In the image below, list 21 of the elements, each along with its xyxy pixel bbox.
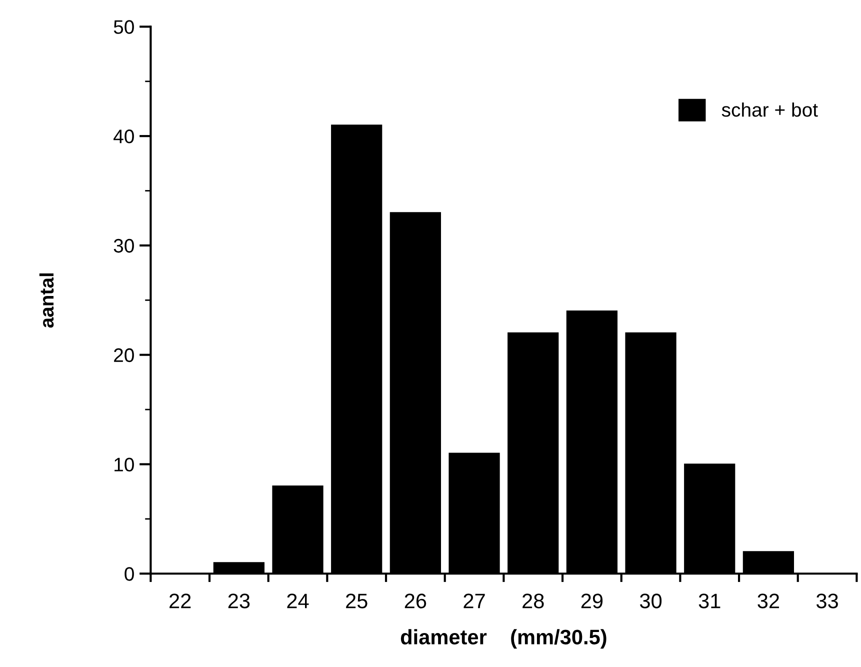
x-tick-label: 25 bbox=[346, 594, 368, 608]
y-tick-label: 0 bbox=[124, 567, 134, 581]
x-tick-label: 22 bbox=[170, 594, 191, 608]
x-axis-title: diameter (mm/30.5) bbox=[400, 629, 606, 649]
x-tick-label: 26 bbox=[404, 594, 426, 608]
x-tick-label: 28 bbox=[522, 594, 544, 608]
x-tick-label: 23 bbox=[228, 594, 250, 608]
x-tick-label: 29 bbox=[581, 594, 603, 608]
y-tick-label: 50 bbox=[114, 20, 134, 34]
y-tick-label: 10 bbox=[114, 458, 134, 472]
y-axis-title: aantal bbox=[39, 273, 54, 328]
x-tick-label: 27 bbox=[464, 594, 485, 608]
legend-label: schar + bot bbox=[722, 102, 818, 117]
y-tick-label: 40 bbox=[114, 130, 134, 144]
y-tick-label: 30 bbox=[114, 238, 134, 253]
x-tick-label: 33 bbox=[816, 594, 838, 608]
x-tick-label: 31 bbox=[698, 594, 720, 608]
y-tick-label: 20 bbox=[114, 348, 134, 362]
x-tick-label: 30 bbox=[640, 594, 662, 608]
x-tick-label: 24 bbox=[287, 594, 309, 608]
x-tick-label: 32 bbox=[758, 594, 779, 608]
